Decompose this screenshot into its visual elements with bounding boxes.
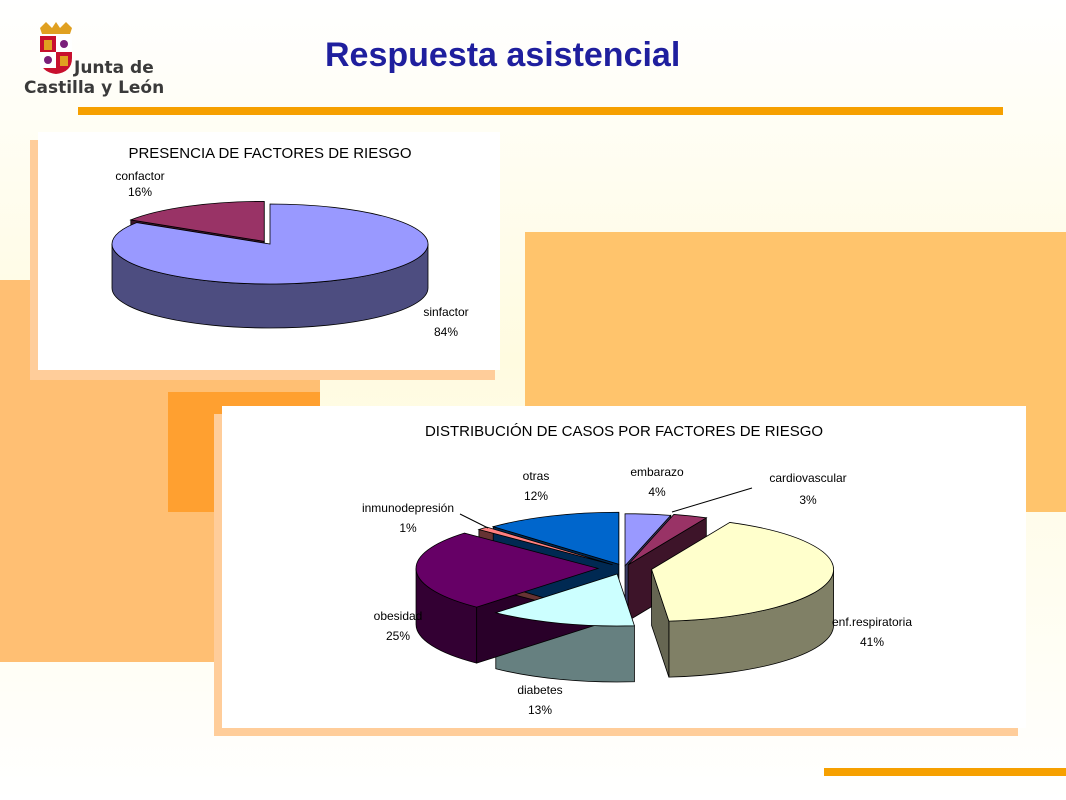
label-respiratoria-value: 41% <box>860 635 884 649</box>
chart1-panel: PRESENCIA DE FACTORES DE RIESGO confacto… <box>38 132 500 370</box>
chart2-title: DISTRIBUCIÓN DE CASOS POR FACTORES DE RI… <box>425 423 823 440</box>
label-obesidad-value: 25% <box>386 629 410 643</box>
label-cardiovascular-name: cardiovascular <box>769 471 846 485</box>
label-respiratoria-name: enf.respiratoria <box>832 615 912 629</box>
chart1-label-confactor-name: confactor <box>115 169 164 183</box>
chart1-label-confactor-value: 16% <box>128 185 152 199</box>
chart2-slice-cardiovascular <box>627 514 708 566</box>
chart2-panel: DISTRIBUCIÓN DE CASOS POR FACTORES DE RI… <box>222 406 1026 728</box>
logo-text-line1: Junta de <box>74 58 154 78</box>
logo: Junta de Castilla y León <box>24 22 174 102</box>
chart1-slice-confactor <box>129 200 265 242</box>
leader-line-cardiovascular <box>671 487 753 513</box>
logo-text-line2: Castilla y León <box>24 78 165 98</box>
label-cardiovascular-value: 3% <box>799 493 817 507</box>
chart2-slice-otras <box>491 511 620 565</box>
label-diabetes-name: diabetes <box>517 683 562 697</box>
page-title: Respuesta asistencial <box>325 36 681 74</box>
chart2-slice-enfrespiratoria <box>651 522 834 622</box>
label-embarazo-value: 4% <box>648 485 666 499</box>
label-inmunodepresion-name: inmunodepresión <box>362 501 454 515</box>
chart1-label-sinfactor-value: 84% <box>434 325 458 339</box>
chart1-slice-sinfactor <box>111 203 429 285</box>
label-otras-name: otras <box>523 469 550 483</box>
label-obesidad-name: obesidad <box>374 609 423 623</box>
chart2-slice-embarazo <box>624 513 672 567</box>
top-rule <box>78 107 1003 115</box>
label-diabetes-value: 13% <box>528 703 552 717</box>
chart1-label-sinfactor-name: sinfactor <box>423 305 468 319</box>
chart2-slice-diabetes <box>494 573 635 627</box>
chart1-title: PRESENCIA DE FACTORES DE RIESGO <box>128 145 411 162</box>
chart-factores-riesgo: PRESENCIA DE FACTORES DE RIESGO confacto… <box>111 145 469 339</box>
coat-of-arms-icon <box>40 22 72 74</box>
label-inmunodepresion-value: 1% <box>399 521 417 535</box>
bottom-rule <box>824 768 1066 776</box>
leader-line-inmunodepresion <box>459 513 489 529</box>
label-otras-value: 12% <box>524 489 548 503</box>
label-embarazo-name: embarazo <box>630 465 684 479</box>
chart-distribucion-casos: DISTRIBUCIÓN DE CASOS POR FACTORES DE RI… <box>362 423 912 717</box>
chart2-slice-obesidad <box>415 532 600 608</box>
